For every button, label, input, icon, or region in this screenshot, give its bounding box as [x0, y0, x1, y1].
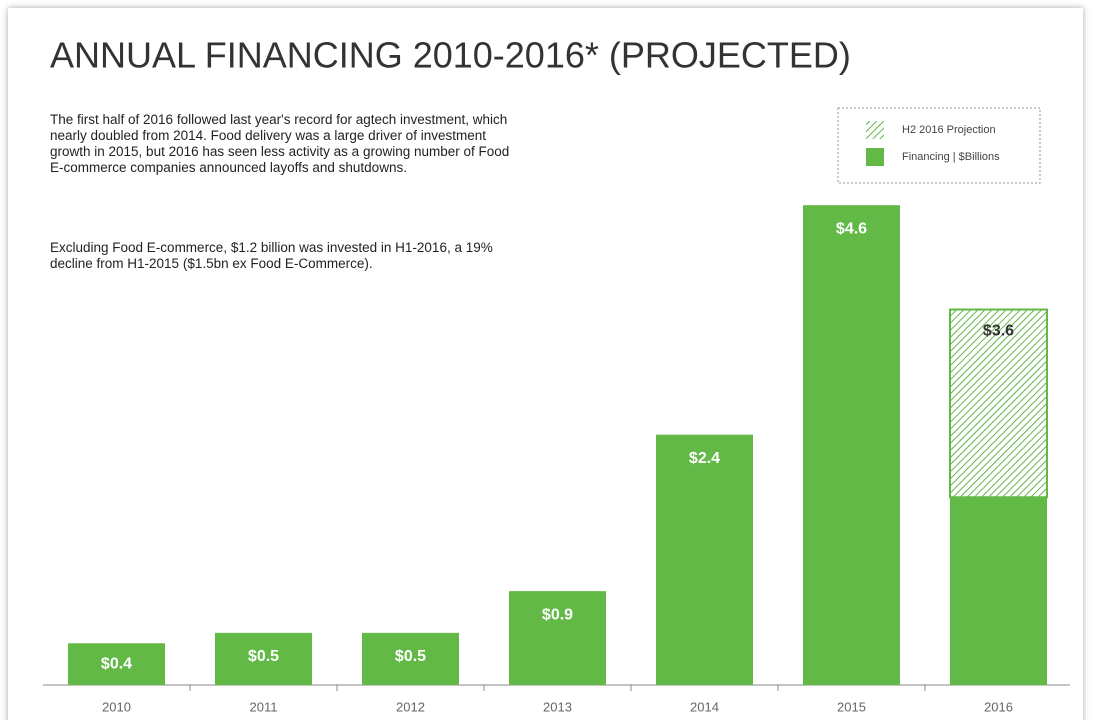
legend-label: Financing | $Billions [902, 151, 1000, 163]
bar [803, 205, 900, 685]
value-label: $0.5 [395, 648, 426, 665]
x-tick-label: 2014 [690, 699, 719, 714]
x-tick-label: 2010 [102, 699, 131, 714]
bar [656, 434, 753, 685]
bar [215, 632, 312, 685]
description: Excluding Food E-commerce, $1.2 billion … [50, 240, 493, 271]
bar [68, 643, 165, 685]
bar [362, 632, 459, 685]
x-tick-label: 2011 [250, 699, 278, 714]
projection-bar [949, 308, 1048, 499]
chart-title: ANNUAL FINANCING 2010-2016* (PROJECTED) [50, 35, 851, 76]
total-label: $3.6 [983, 323, 1014, 340]
value-label: $0.9 [542, 606, 573, 623]
legend-swatch [866, 121, 884, 139]
legend-box [837, 107, 1041, 184]
bar [509, 591, 606, 685]
value-label: $4.6 [836, 220, 867, 237]
bar [950, 497, 1047, 685]
value-label: $0.5 [248, 648, 279, 665]
x-tick-label: 2016 [984, 699, 1013, 714]
value-label: $2.4 [689, 450, 720, 467]
x-tick-label: 2013 [543, 699, 572, 714]
legend-label: H2 2016 Projection [902, 124, 996, 136]
x-tick-label: 2012 [396, 699, 425, 714]
legend-swatch [866, 148, 884, 166]
x-tick-label: 2015 [837, 699, 866, 714]
value-label: $0.4 [101, 655, 132, 672]
description: The first half of 2016 followed last yea… [50, 112, 510, 175]
